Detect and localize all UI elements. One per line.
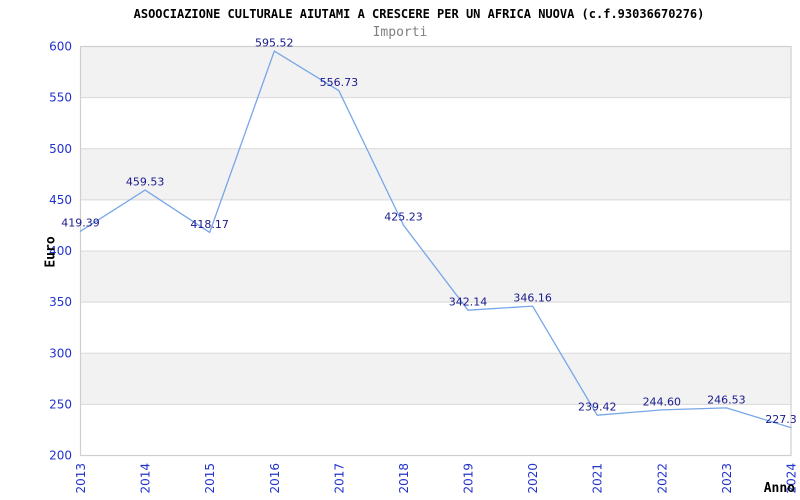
x-tick-label: 2020 [526, 463, 540, 494]
x-tick-label: 2015 [203, 463, 217, 494]
y-tick-label: 550 [49, 91, 72, 105]
y-tick-label: 450 [49, 193, 72, 207]
x-tick-label: 2018 [397, 463, 411, 494]
y-tick-label: 400 [49, 244, 72, 258]
point-label: 425.23 [384, 211, 423, 224]
y-tick-label: 500 [49, 142, 72, 156]
x-axis-title: Anno [763, 481, 795, 496]
point-label: 556.73 [320, 76, 359, 89]
chart-title: ASOOCIAZIONE CULTURALE AIUTAMI A CRESCER… [133, 7, 705, 21]
y-tick-label: 600 [49, 40, 72, 54]
x-tick-label: 2019 [462, 463, 476, 494]
y-tick-label: 200 [49, 449, 72, 463]
plot-band [80, 46, 791, 98]
point-label: 419.39 [61, 217, 100, 230]
chart-subtitle: Importi [372, 25, 428, 40]
plot-band [80, 353, 791, 405]
point-label: 227.3 [765, 413, 797, 426]
x-tick-label: 2017 [332, 463, 346, 494]
point-label: 239.42 [578, 401, 617, 414]
x-tick-label: 2016 [268, 463, 282, 494]
plot-band [80, 251, 791, 303]
y-axis-title: Euro [43, 236, 59, 268]
point-label: 459.53 [126, 176, 165, 189]
y-tick-label: 300 [49, 346, 72, 360]
x-tick-label: 2023 [720, 463, 734, 494]
point-label: 346.16 [513, 292, 552, 305]
point-label: 595.52 [255, 37, 294, 50]
x-tick-label: 2021 [591, 463, 605, 494]
plot-band [80, 404, 791, 456]
data-line [79, 50, 792, 429]
point-label: 246.53 [707, 393, 746, 406]
plot-band [80, 148, 791, 200]
point-label: 342.14 [449, 296, 488, 309]
plot-band [80, 97, 791, 149]
x-tick-label: 2013 [74, 463, 88, 494]
x-tick-label: 2022 [655, 463, 669, 494]
plot-band [80, 302, 791, 354]
y-tick-label: 350 [49, 295, 72, 309]
plot-border [79, 45, 792, 457]
x-tick-label: 2014 [139, 463, 153, 494]
plot-band [80, 199, 791, 251]
point-label: 244.60 [643, 395, 682, 408]
y-tick-label: 250 [49, 397, 72, 411]
x-tick-label: 2024 [785, 463, 799, 494]
point-label: 418.17 [190, 218, 229, 231]
